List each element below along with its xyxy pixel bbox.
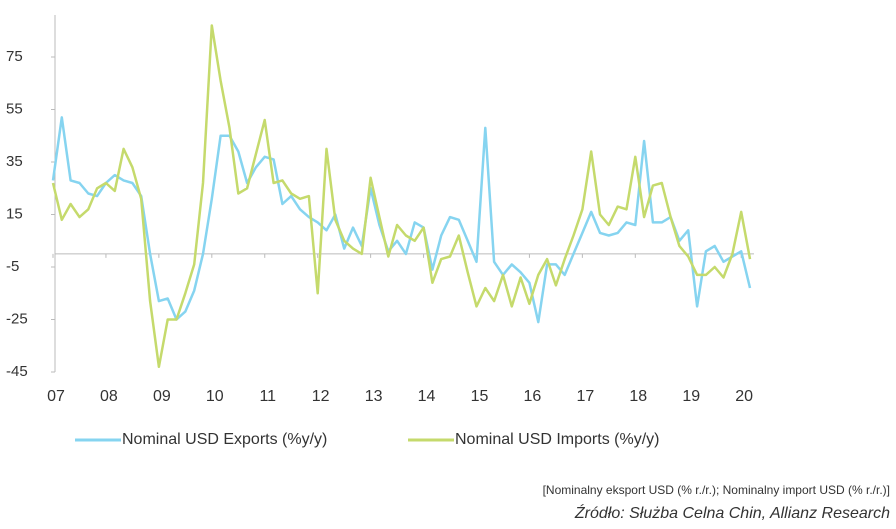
x-tick-label: 13 bbox=[365, 388, 383, 405]
y-tick-label: 75 bbox=[6, 48, 23, 65]
x-tick-label: 14 bbox=[418, 388, 436, 405]
x-tick-label: 16 bbox=[524, 388, 542, 405]
source: Źródło: Służba Celna Chin, Allianz Resea… bbox=[574, 503, 890, 522]
x-tick-label: 18 bbox=[629, 388, 647, 405]
y-tick-label: -45 bbox=[6, 363, 28, 380]
x-tick-label: 08 bbox=[100, 388, 118, 405]
legend-label: Nominal USD Imports (%y/y) bbox=[455, 431, 659, 448]
x-tick-label: 15 bbox=[471, 388, 489, 405]
x-tick-label: 10 bbox=[206, 388, 224, 405]
x-tick-label: 11 bbox=[259, 388, 276, 405]
line-series bbox=[51, 116, 752, 324]
y-tick-label: -5 bbox=[6, 258, 19, 275]
note: [Nominalny eksport USD (% r./r.); Nomina… bbox=[543, 483, 890, 497]
x-tick-label: 20 bbox=[735, 388, 753, 405]
y-tick-label: 15 bbox=[6, 205, 23, 222]
x-tick-label: 19 bbox=[682, 388, 700, 405]
y-tick-label: 55 bbox=[6, 100, 23, 117]
line-series bbox=[51, 24, 752, 369]
x-tick-label: 12 bbox=[312, 388, 330, 405]
x-tick-label: 07 bbox=[47, 388, 65, 405]
x-tick-label: 09 bbox=[153, 388, 171, 405]
y-tick-label: 35 bbox=[6, 153, 23, 170]
x-tick-label: 17 bbox=[576, 388, 594, 405]
legend-label: Nominal USD Exports (%y/y) bbox=[122, 431, 327, 448]
y-tick-label: -25 bbox=[6, 310, 28, 327]
